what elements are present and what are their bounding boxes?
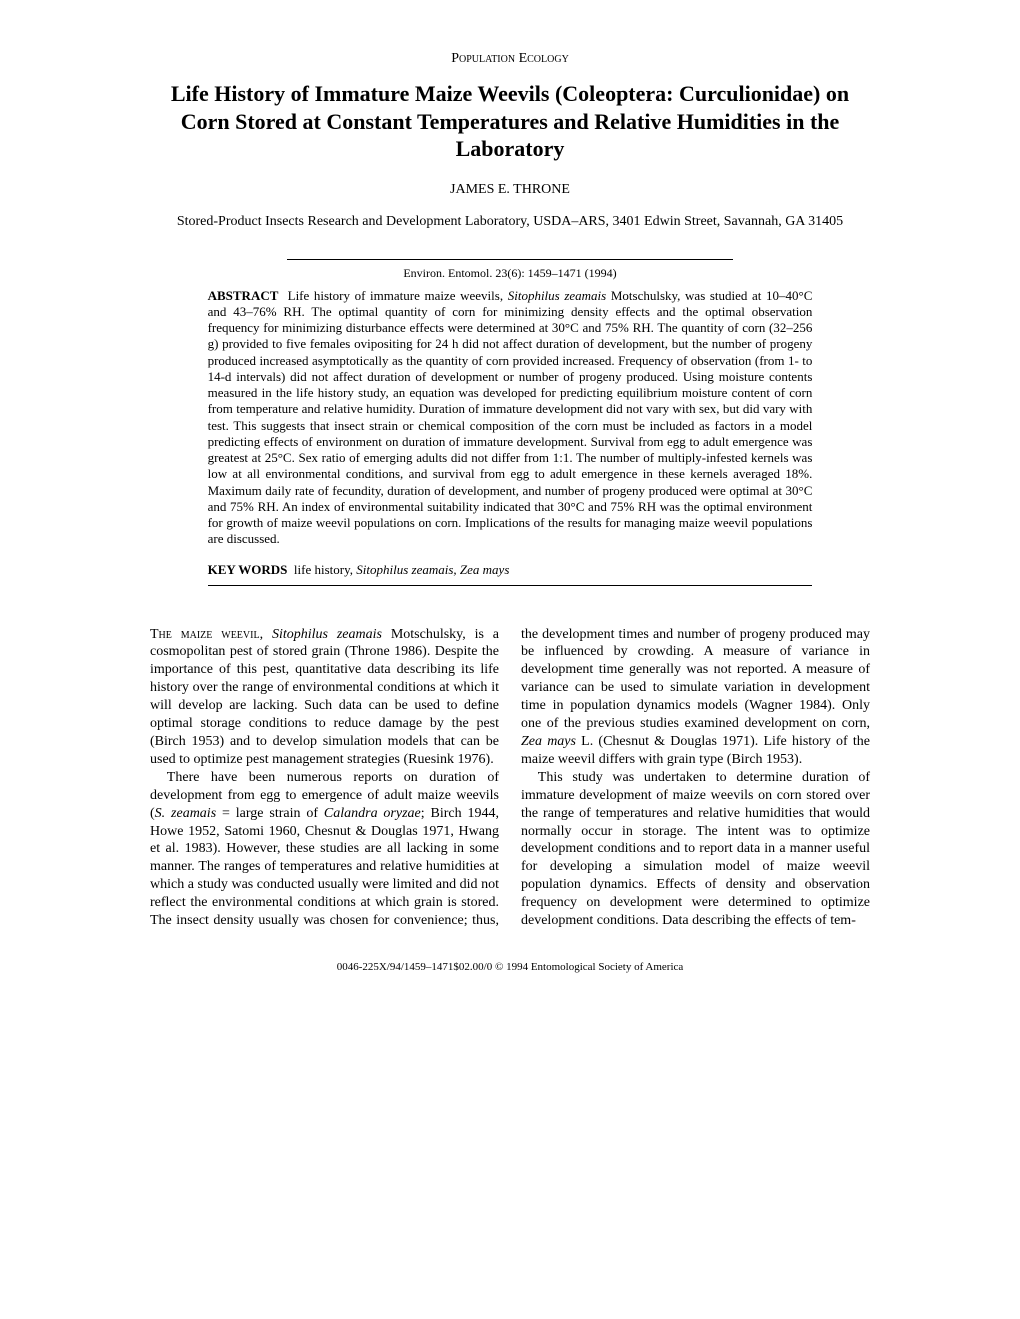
affiliation: Stored-Product Insects Research and Deve… [150,213,870,231]
body-columns: The maize weevil, Sitophilus zeamais Mot… [150,626,870,930]
body-paragraph-1: The maize weevil, Sitophilus zeamais Mot… [150,626,499,769]
keywords-text: life history, Sitophilus zeamais, Zea ma… [294,562,509,577]
footer-citation: 0046-225X/94/1459–1471$02.00/0 © 1994 En… [150,960,870,974]
citation-text: Environ. Entomol. 23(6): 1459–1471 (1994… [287,266,733,282]
keywords-label: KEY WORDS [208,562,288,577]
abstract-block: ABSTRACT Life history of immature maize … [208,288,813,548]
citation-box: Environ. Entomol. 23(6): 1459–1471 (1994… [287,259,733,282]
abstract-text: Life history of immature maize weevils, … [208,288,813,547]
abstract-label: ABSTRACT [208,288,279,303]
section-label: Population Ecology [150,50,870,68]
keywords-block: KEY WORDS life history, Sitophilus zeama… [208,562,813,586]
body-paragraph-3: This study was undertaken to determine d… [521,769,870,930]
article-title: Life History of Immature Maize Weevils (… [150,80,870,163]
author-name: JAMES E. THRONE [150,181,870,199]
